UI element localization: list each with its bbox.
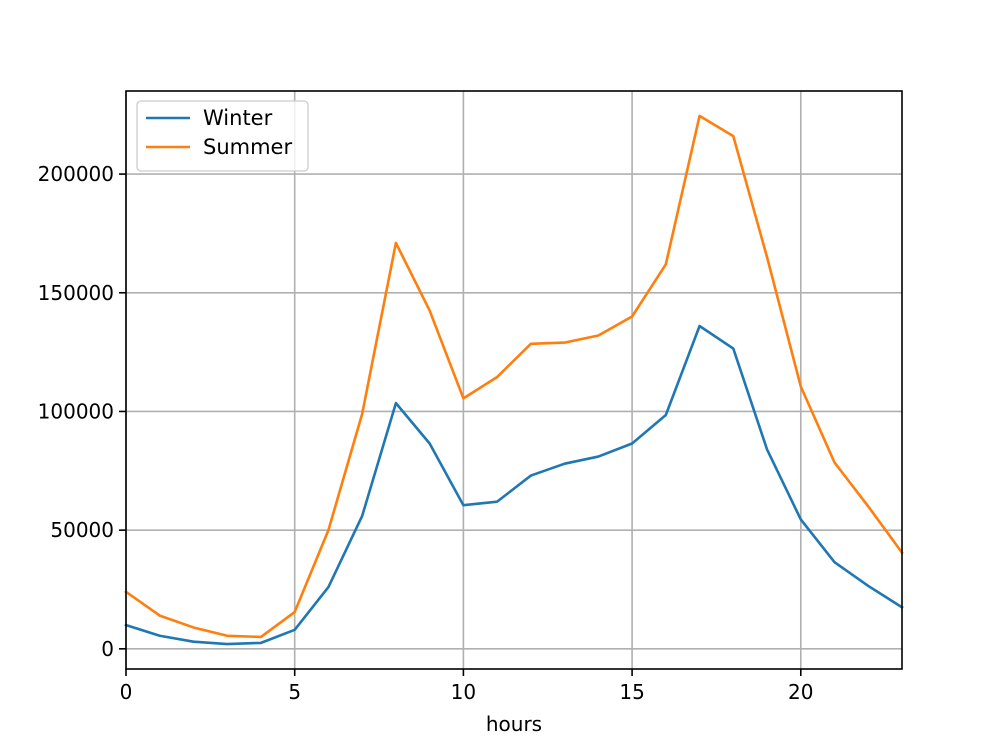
series-layer xyxy=(124,114,904,646)
x-tick-label: 5 xyxy=(288,680,301,704)
y-tick-label: 0 xyxy=(101,637,114,661)
y-tick-label: 200000 xyxy=(38,162,114,186)
series-line-summer xyxy=(124,114,904,639)
series-line-winter xyxy=(124,324,904,646)
x-tick-label: 15 xyxy=(619,680,644,704)
x-tick-label: 20 xyxy=(788,680,813,704)
legend-label-summer: Summer xyxy=(203,135,292,159)
grid-layer xyxy=(125,91,902,669)
y-tick-label: 100000 xyxy=(38,399,114,423)
x-tick-label: 10 xyxy=(451,680,476,704)
tick-layer: 0 5 10 15 20 0 50000 100000 150000 200000 xyxy=(38,162,814,704)
plot-frame xyxy=(125,90,903,670)
x-axis-label: hours xyxy=(486,712,542,736)
legend-label-winter: Winter xyxy=(203,106,273,130)
legend: Winter Summer xyxy=(136,100,309,172)
y-tick-label: 50000 xyxy=(50,518,114,542)
x-tick-label: 0 xyxy=(120,680,133,704)
y-tick-label: 150000 xyxy=(38,281,114,305)
